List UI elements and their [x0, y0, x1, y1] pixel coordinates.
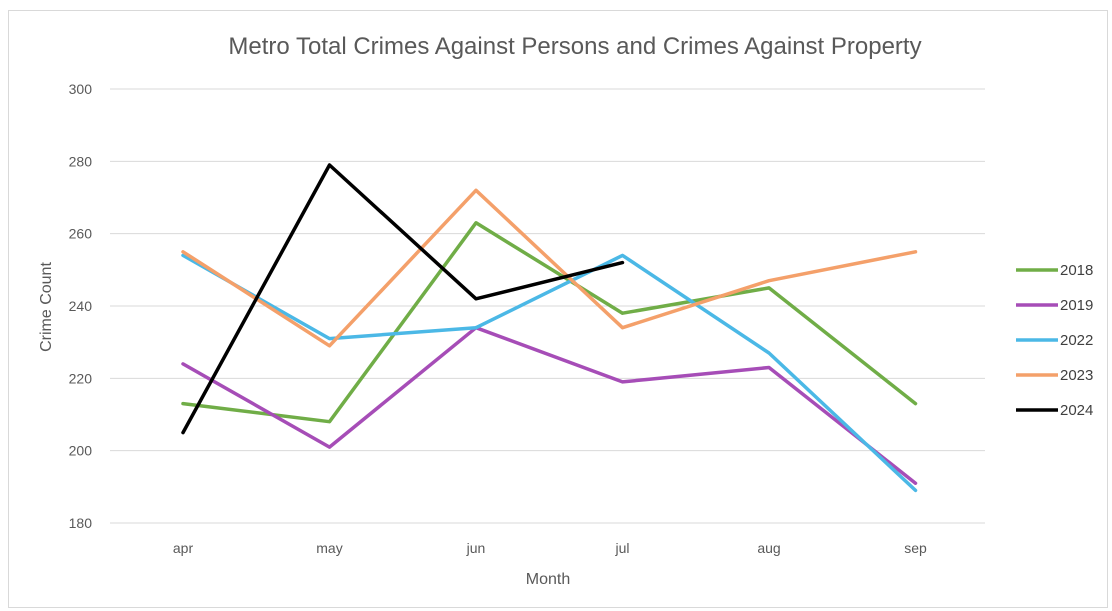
series-line-2024	[181, 163, 625, 435]
y-axis-tick-labels: 180 200 220 240 260 280 300	[69, 81, 93, 531]
y-tick-label: 300	[69, 81, 93, 97]
series-line-2022	[181, 253, 918, 493]
x-tick-label: sep	[904, 540, 927, 556]
y-tick-label: 280	[69, 153, 93, 169]
x-tick-label: apr	[173, 540, 194, 556]
y-tick-label: 180	[69, 515, 93, 531]
x-tick-label: jun	[466, 540, 486, 556]
series-line-2018	[181, 221, 918, 424]
legend-label-2023: 2023	[1060, 367, 1093, 384]
chart-title: Metro Total Crimes Against Persons and C…	[228, 33, 921, 60]
y-axis-title: Crime Count	[38, 262, 55, 352]
x-axis-tick-labels: apr may jun jul aug sep	[173, 540, 927, 556]
x-tick-label: may	[316, 540, 342, 556]
y-tick-label: 260	[69, 226, 93, 242]
series-line-2023	[181, 188, 918, 348]
series-lines	[181, 163, 918, 493]
legend-label-2019: 2019	[1060, 297, 1093, 314]
legend-label-2024: 2024	[1060, 402, 1093, 419]
gridlines	[110, 88, 985, 524]
chart-frame	[8, 10, 1108, 608]
series-line-2019	[181, 325, 918, 485]
y-tick-label: 220	[69, 370, 93, 386]
y-tick-label: 200	[69, 443, 93, 459]
legend: 2018 2019 2022 2023 2024	[1016, 262, 1093, 419]
y-tick-label: 240	[69, 298, 93, 314]
legend-label-2022: 2022	[1060, 332, 1093, 349]
x-tick-label: jul	[614, 540, 629, 556]
x-axis-title: Month	[526, 571, 570, 588]
x-tick-label: aug	[757, 540, 780, 556]
legend-label-2018: 2018	[1060, 262, 1093, 279]
